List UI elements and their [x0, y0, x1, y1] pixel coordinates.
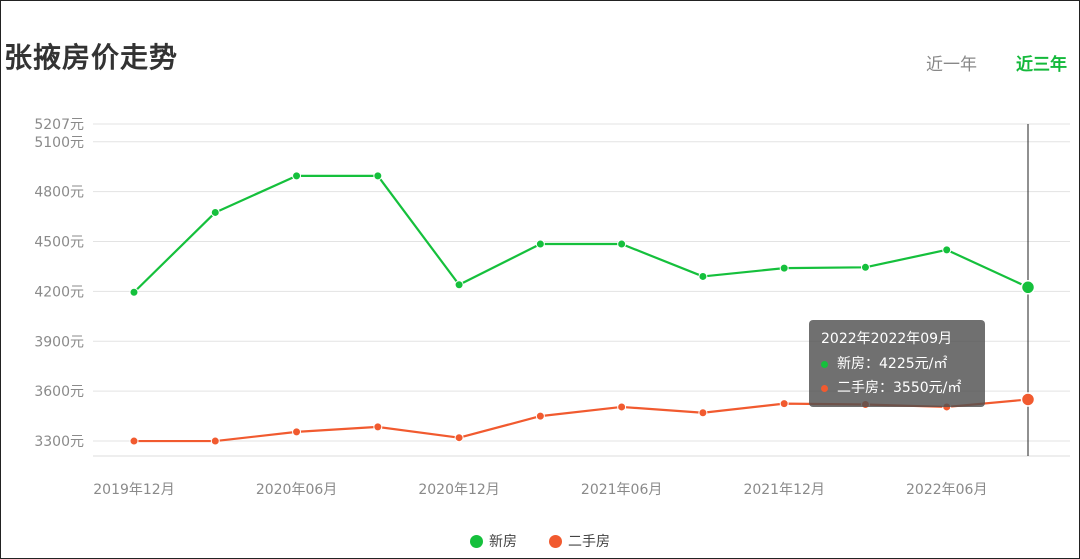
legend: 新房 二手房: [0, 530, 1080, 552]
hover-tooltip: 2022年2022年09月 新房：4225元/㎡ 二手房：3550元/㎡: [809, 320, 985, 407]
y-tick-label: 3600元: [34, 384, 84, 400]
legend-item-second-hand[interactable]: 二手房: [549, 530, 610, 552]
second-hand-dot-icon: [821, 384, 828, 392]
y-tick-label: 3300元: [34, 434, 84, 450]
x-tick-label: 2019年12月: [93, 482, 174, 498]
page-title: 张掖房价走势: [4, 41, 179, 74]
data-point: [454, 280, 464, 290]
data-point: [129, 436, 139, 446]
y-tick-label: 5100元: [34, 135, 84, 151]
legend-second-hand-dot-icon: [549, 534, 562, 548]
legend-item-new-house[interactable]: 新房: [470, 530, 517, 552]
new-house-dot-icon: [821, 360, 828, 368]
data-point: [942, 245, 952, 255]
tooltip-second-hand-value: 二手房：3550元/㎡: [837, 380, 962, 396]
data-point: [535, 239, 545, 249]
data-point: [698, 408, 708, 418]
data-point: [292, 171, 302, 181]
data-point: [129, 287, 139, 297]
data-point: [292, 427, 302, 437]
legend-new-house-dot-icon: [470, 534, 483, 548]
data-point: [698, 271, 708, 281]
data-point: [373, 171, 383, 181]
y-tick-label: 4800元: [34, 185, 84, 201]
data-point: [210, 436, 220, 446]
tooltip-row-second-hand: 二手房：3550元/㎡: [821, 376, 973, 400]
tooltip-new-house-value: 新房：4225元/㎡: [837, 356, 948, 372]
data-point: [1020, 392, 1036, 407]
y-tick-label: 5207元: [34, 117, 84, 133]
tab-one-year[interactable]: 近一年: [926, 55, 977, 75]
data-point: [373, 422, 383, 432]
data-point: [454, 433, 464, 443]
y-tick-label: 4500元: [34, 235, 84, 251]
data-point: [860, 262, 870, 272]
data-point: [1020, 280, 1036, 295]
tab-three-years[interactable]: 近三年: [1016, 55, 1067, 75]
data-point: [617, 402, 627, 412]
y-tick-label: 4200元: [34, 284, 84, 300]
data-point: [779, 263, 789, 273]
series-line: [133, 174, 1029, 294]
x-tick-label: 2021年12月: [743, 482, 824, 498]
x-tick-label: 2020年06月: [256, 482, 337, 498]
data-point: [617, 239, 627, 249]
x-tick-label: 2022年06月: [906, 482, 987, 498]
x-tick-label: 2020年12月: [418, 482, 499, 498]
x-axis-ticks: 2019年12月 2020年06月 2020年12月 2021年06月 2021年12月…: [93, 482, 987, 498]
y-axis-ticks: 5207元 5100元 4800元 4500元 4200元 3900元 3600元 3300元: [34, 117, 84, 450]
tooltip-title: 2022年2022年09月: [821, 331, 953, 347]
legend-new-house-label: 新房: [489, 534, 517, 550]
tooltip-row-new-house: 新房：4225元/㎡: [821, 352, 973, 376]
data-point: [779, 399, 789, 409]
legend-second-hand-label: 二手房: [568, 534, 610, 550]
data-point: [210, 207, 220, 217]
x-tick-label: 2021年06月: [581, 482, 662, 498]
series-new-house: [129, 171, 1036, 297]
data-point: [535, 411, 545, 421]
y-tick-label: 3900元: [34, 334, 84, 350]
